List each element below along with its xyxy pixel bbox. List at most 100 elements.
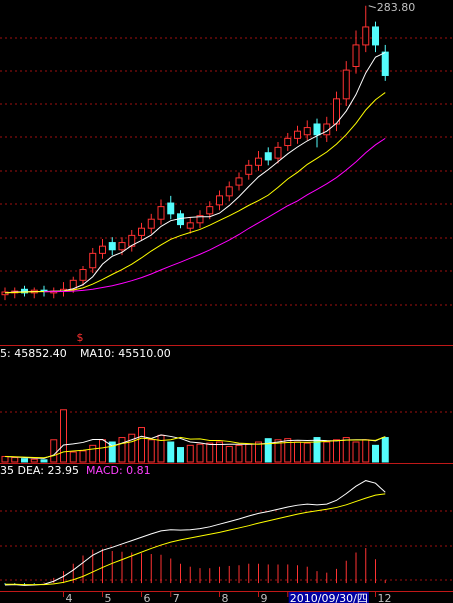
volume-bar — [362, 439, 370, 463]
signal-marker: $ — [77, 331, 84, 344]
candle-body — [255, 157, 262, 166]
volume-bar — [313, 437, 321, 463]
candle-body — [128, 234, 136, 247]
x-tick-label: 8 — [222, 592, 229, 603]
volume-bar — [352, 441, 360, 463]
x-tick-label: 9 — [261, 592, 268, 603]
volume-bar — [30, 458, 38, 463]
candle-body — [167, 202, 175, 215]
volume-bar — [323, 441, 331, 463]
max-pointer — [368, 5, 376, 9]
volume-bar — [21, 458, 28, 463]
candle-body — [157, 206, 165, 220]
volume-bar — [157, 434, 165, 463]
volume-bar — [264, 438, 272, 463]
candle-body — [99, 245, 106, 254]
candle-body — [79, 269, 87, 281]
volume-ma5-label: 5: 45852.40 — [0, 347, 67, 360]
volume-bar — [216, 441, 223, 463]
moving-average-line — [4, 92, 386, 294]
volume-bar — [235, 444, 243, 463]
volume-bar — [225, 445, 233, 463]
volume-bar — [274, 439, 282, 463]
volume-bar — [255, 441, 262, 463]
volume-bar — [206, 442, 214, 463]
max-label: 283.80 — [377, 1, 416, 14]
volume-bar — [245, 443, 253, 463]
volume-bar — [11, 457, 19, 463]
candle-body — [245, 164, 253, 175]
volume-bar — [381, 437, 389, 463]
candle-body — [352, 44, 360, 67]
candle-body — [89, 252, 97, 269]
x-tick-label: 7 — [173, 592, 180, 603]
candle-body — [284, 137, 292, 147]
candle-body — [1, 291, 9, 296]
candle-body — [264, 152, 272, 161]
moving-average-line — [4, 52, 386, 294]
volume-bar — [60, 409, 67, 463]
volume-ma-line — [4, 436, 386, 459]
candle-body — [381, 51, 389, 76]
candle-body — [21, 288, 28, 294]
candle-body — [313, 123, 321, 136]
candle-body — [108, 242, 116, 251]
volume-ma10-label: MA10: 45510.00 — [80, 347, 171, 360]
candle-body — [362, 26, 370, 46]
x-tick-label: 5 — [105, 592, 112, 603]
volume-bar — [294, 441, 301, 463]
x-tick-highlight — [288, 592, 369, 603]
volume-ma-line — [4, 434, 386, 459]
candle-body — [303, 127, 311, 136]
candle-body — [216, 195, 223, 206]
candle-body — [69, 279, 77, 290]
candle-body — [118, 242, 126, 251]
volume-bar — [99, 439, 106, 463]
volume-bar — [50, 439, 58, 463]
volume-bar — [196, 443, 204, 463]
volume-bar — [303, 442, 311, 463]
volume-bar — [138, 427, 145, 463]
moving-average-line — [43, 137, 386, 293]
macd-dea-label: 35 DEA: 23.95 — [0, 464, 79, 477]
volume-bar — [284, 438, 292, 463]
candle-body — [206, 206, 214, 215]
panel-borders — [0, 345, 453, 592]
volume-bar — [177, 447, 184, 463]
volume-bar — [118, 437, 126, 463]
volume-bar — [79, 450, 87, 463]
candle-body — [294, 130, 301, 139]
volume-bar — [40, 459, 48, 463]
volume-bar — [147, 439, 155, 463]
x-tick-label: 12 — [378, 592, 392, 603]
x-tick-label: 2010/09/30/四 — [290, 592, 368, 603]
candle-body — [372, 26, 379, 46]
candle-body — [138, 227, 145, 236]
volume-bar — [89, 444, 97, 463]
volume-bar — [186, 444, 194, 463]
candle-body — [274, 146, 282, 159]
candle-body — [342, 69, 350, 100]
volume-bar — [69, 451, 77, 463]
volume-bar — [167, 441, 175, 463]
volume-bar — [372, 444, 379, 463]
grid — [0, 37, 453, 581]
dea-line — [5, 493, 386, 586]
x-tick-label: 6 — [144, 592, 151, 603]
volume-bar — [108, 441, 116, 463]
volume-bar — [128, 433, 136, 463]
x-tick-label: 4 — [66, 592, 73, 603]
macd-value-label: MACD: 0.81 — [86, 464, 151, 477]
candle-body — [333, 98, 340, 125]
candle-body — [235, 177, 243, 186]
candle-body — [196, 215, 204, 224]
volume-bar — [342, 437, 350, 463]
candle-body — [186, 222, 194, 229]
candle-body — [225, 186, 233, 197]
volume-bar — [333, 439, 340, 463]
candle-body — [147, 218, 155, 229]
dif-line — [4, 480, 386, 586]
